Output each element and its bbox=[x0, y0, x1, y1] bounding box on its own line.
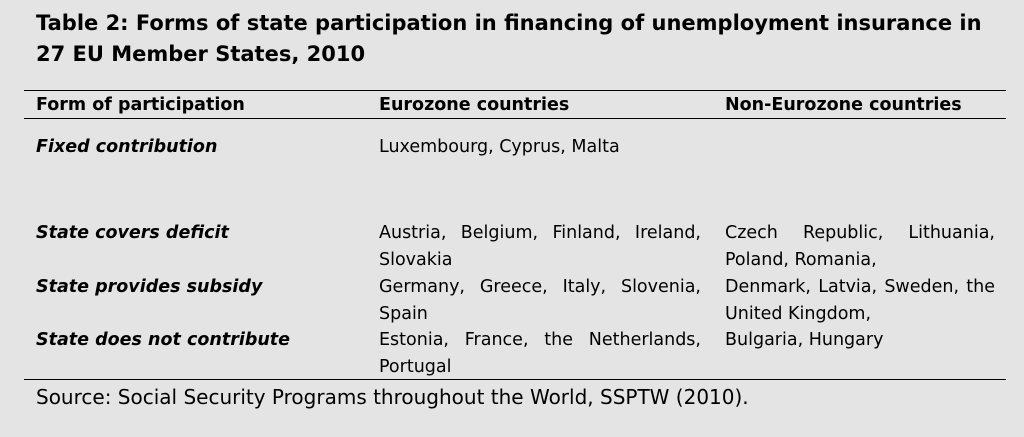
table-title: Table 2: Forms of state participation in… bbox=[36, 11, 982, 66]
table-cell: Germany, Greece, Italy, Slovenia, Spain bbox=[379, 277, 701, 324]
header-rule bbox=[24, 118, 1006, 119]
row-label: State covers deficit bbox=[36, 223, 229, 243]
column-header: Non-Eurozone countries bbox=[725, 95, 962, 115]
top-rule bbox=[24, 90, 1006, 91]
source-note: Source: Social Security Programs through… bbox=[36, 385, 749, 409]
table-cell: Luxembourg, Cyprus, Malta bbox=[379, 137, 620, 157]
table-cell: Denmark, Latvia, Sweden, the United King… bbox=[725, 277, 995, 324]
table-cell: Estonia, France, the Netherlands, Portug… bbox=[379, 330, 701, 377]
table-cell: Austria, Belgium, Finland, Ireland, Slov… bbox=[379, 223, 701, 270]
row-label: State provides subsidy bbox=[36, 277, 263, 297]
column-header: Eurozone countries bbox=[379, 95, 570, 115]
bottom-rule bbox=[24, 379, 1006, 380]
table-cell: Czech Republic, Lithuania, Poland, Roman… bbox=[725, 223, 995, 270]
row-label: State does not contribute bbox=[36, 330, 291, 350]
table-cell: Bulgaria, Hungary bbox=[725, 330, 884, 350]
column-header: Form of participation bbox=[36, 95, 245, 115]
row-label: Fixed contribution bbox=[36, 137, 218, 157]
